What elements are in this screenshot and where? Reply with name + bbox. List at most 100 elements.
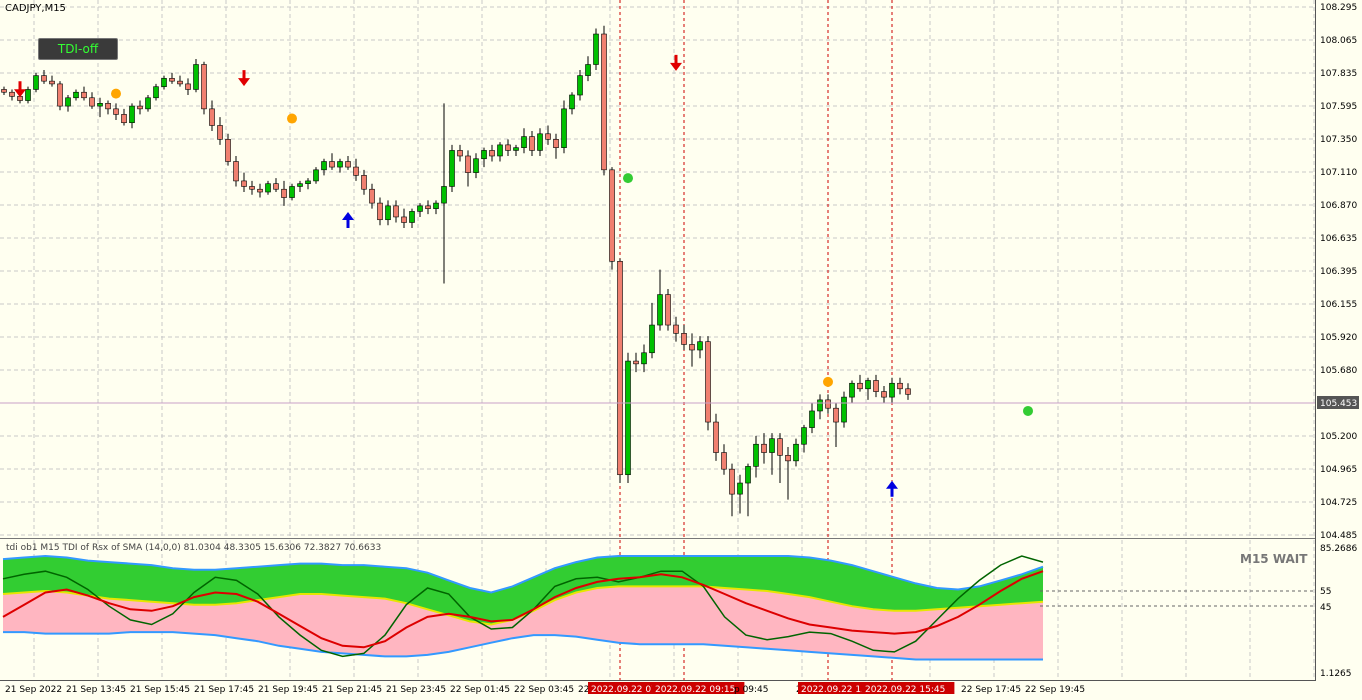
green-dot-icon [1023,405,1033,416]
bear-candle [9,89,15,101]
bull-candle [153,83,159,101]
candle-body [201,64,207,110]
candle-body [681,333,687,345]
time-tick-label: p 09:45 [734,685,769,695]
bull-candle [649,302,655,359]
time-tick-label: 22 Sep 17:45 [961,685,1021,695]
bull-candle [73,89,79,101]
candle-body [617,260,623,476]
candle-body [129,105,135,124]
candle-body [353,166,359,176]
candle-body [769,438,775,453]
price-tick-label: 104.485 [1320,531,1357,541]
bull-candle [537,128,543,156]
candle-body [65,97,71,107]
candle-body [817,399,823,412]
bear-candle [369,183,375,209]
price-tick-label: 104.965 [1320,465,1357,475]
bear-candle [49,75,55,87]
candle-body [673,324,679,334]
candle-body [705,341,711,423]
sell-arrow-icon [238,70,250,87]
bull-candle [561,100,567,154]
bear-candle [201,61,207,115]
bear-candle [217,117,223,145]
price-tick-label: 106.155 [1320,300,1357,310]
candle-body [161,78,167,87]
candle-body [57,83,63,107]
bear-candle [609,167,615,270]
time-tick-label: 2022.09.22 15:45 [865,685,945,695]
bull-candle [473,153,479,179]
bear-candle [329,153,335,170]
candle-body [569,94,575,110]
bear-candle [729,463,735,517]
candle-body [649,324,655,354]
candle-body [889,382,895,398]
bear-candle [345,155,351,170]
bull-candle [809,402,815,434]
price-tick-label: 104.725 [1320,498,1357,508]
time-axis: 21 Sep 2022 21 Sep 13:45 21 Sep 15:45 21 Se… [5,682,1085,695]
candle-body [737,482,743,495]
tdi-fast-line [2,555,1044,658]
bear-candle [785,447,791,500]
candle-body [833,407,839,423]
candle-body [281,188,287,198]
candle-body [305,180,311,184]
orange-dot-icon [111,88,121,99]
price-tick-label: 106.635 [1320,234,1357,244]
bear-candle [873,374,879,398]
candle-body [761,443,767,453]
time-tick-label: 22 Sep 01:45 [450,685,510,695]
bear-candle [41,70,47,84]
candle-body [257,188,263,193]
bull-candle [753,435,759,478]
bear-candle [553,133,559,159]
bull-candle [769,433,775,475]
bull-candle [849,380,855,403]
candle-body [177,80,183,85]
bull-candle [577,70,583,101]
time-tick-label: 2022.09.22 13 [801,685,867,695]
candle-body [145,97,151,110]
bull-candle [409,208,415,229]
bull-candle [161,75,167,90]
candle-body [377,202,383,221]
candle-body [905,388,911,395]
bull-candle [697,336,703,359]
candle-body [697,341,703,351]
bear-candle [81,86,87,101]
tdi-toggle-button[interactable]: TDI-off [38,38,118,60]
candle-body [153,86,159,99]
time-highlight-tag [798,682,875,694]
price-tick-label: 107.835 [1320,69,1357,79]
bear-candle [633,352,639,373]
bull-candle [129,103,135,129]
bear-candle [761,433,767,464]
candle-body [497,144,503,157]
bear-candle [465,150,471,187]
bull-candle [593,28,599,71]
bear-candle [457,144,463,162]
candle-body [233,161,239,182]
bull-candle [625,352,631,484]
time-tick-label: 21 Sep 19:45 [258,685,318,695]
bear-candle [233,155,239,187]
bear-candle [617,258,623,484]
candle-body [33,75,39,90]
bull-candle [321,158,327,176]
time-tick-label: 21 Sep 21:45 [322,685,382,695]
time-tick-label: 21 Sep 17:45 [194,685,254,695]
candle-body [529,136,535,151]
tdi-upper-band-line [2,554,1044,594]
price-tick-label: 108.065 [1320,36,1357,46]
candle-body [185,83,191,90]
bear-candle [833,402,839,447]
main-chart-area[interactable] [0,0,1315,537]
buy-arrow-icon [886,480,898,497]
bear-candle [169,72,175,84]
candle-body [73,91,79,99]
candle-body [625,360,631,476]
bull-candle [145,95,151,112]
